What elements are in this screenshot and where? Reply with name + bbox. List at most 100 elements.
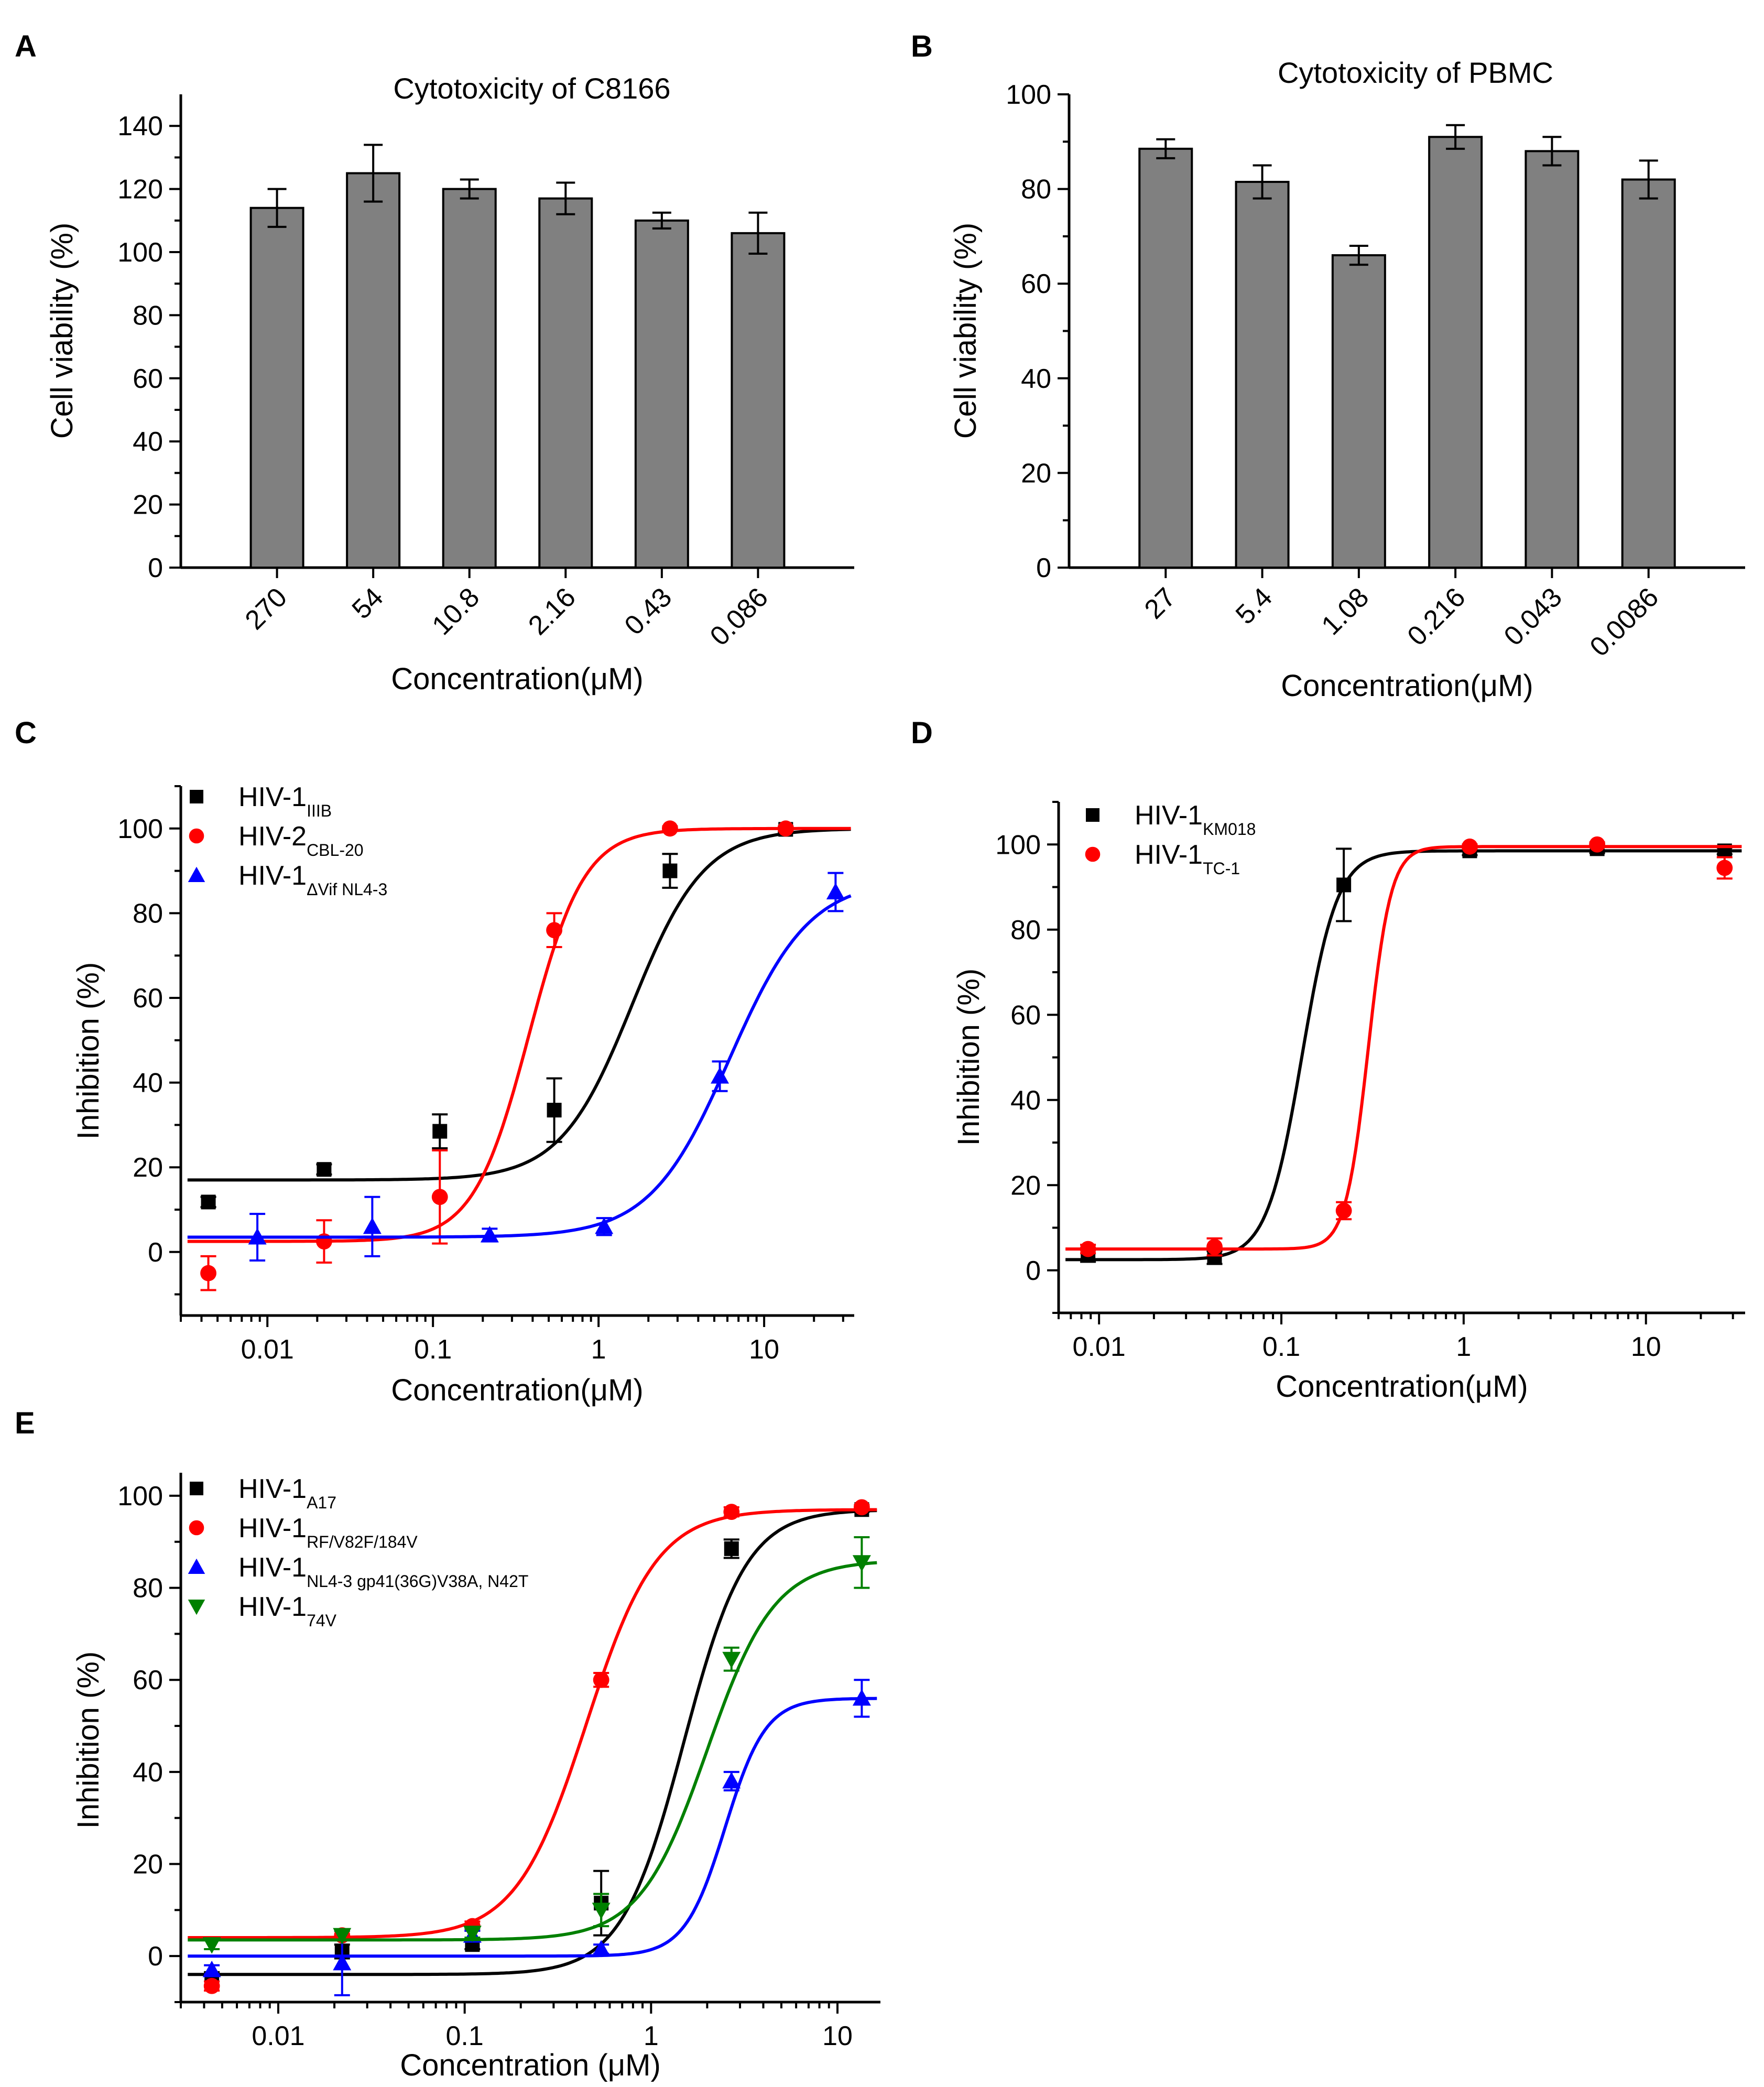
y-tick-label: 80 (1010, 915, 1041, 945)
x-tick-label: 10.8 (427, 582, 486, 641)
bar (1235, 181, 1290, 569)
data-point (432, 1124, 448, 1139)
y-tick-label: 100 (995, 830, 1041, 860)
x-tick-label: 27 (1139, 582, 1182, 625)
x-tick-label: 0.01 (1073, 1332, 1126, 1362)
panel-letter: D (911, 716, 933, 750)
fit-curve (187, 828, 851, 1182)
data-point (1206, 1238, 1223, 1255)
x-tick-label: 10 (1631, 1332, 1661, 1362)
y-tick-label: 100 (117, 237, 163, 268)
y-tick-label: 60 (1021, 269, 1051, 299)
x-axis-label: Concentration(μM) (1276, 1369, 1528, 1404)
y-tick-label: 0 (148, 1237, 163, 1268)
data-point (662, 863, 678, 878)
y-tick-label: 80 (133, 300, 163, 331)
panel-c: C 0 20 40 60 80 100 0.01 0.1 1 10 HIV-1IIIBHIV-2CBL… (15, 716, 854, 1407)
panel-d: D 0 20 40 60 80 100 0.01 0.1 1 10 HIV-1KM018HIV-1TC… (911, 716, 1745, 1404)
data-point (592, 1940, 611, 1956)
x-tick-label: 0.0086 (1584, 582, 1664, 662)
legend-marker (188, 1558, 205, 1574)
legend-marker (190, 790, 203, 803)
x-tick-label: 1 (1456, 1332, 1471, 1362)
bar (346, 172, 401, 569)
x-tick-label: 0.1 (446, 2021, 484, 2051)
y-tick-label: 0 (1026, 1256, 1041, 1286)
series-4: HIV-174V (188, 1536, 877, 1954)
x-tick-label: 0.086 (704, 582, 774, 651)
data-point (593, 1671, 609, 1688)
bar (1525, 150, 1580, 569)
legend-marker (189, 1520, 204, 1536)
data-point (722, 1771, 741, 1789)
data-point (463, 1926, 482, 1942)
bar (538, 197, 593, 569)
data-point (711, 1067, 729, 1084)
legend-label: HIV-174V (238, 1592, 337, 1630)
x-tick-label: 0.043 (1498, 582, 1568, 651)
panel-letter: C (15, 716, 37, 750)
legend-marker (188, 1600, 205, 1615)
data-point (826, 883, 845, 899)
data-point (722, 1651, 741, 1669)
y-tick-label: 0 (1036, 553, 1051, 583)
legend-label: HIV-1IIIB (238, 782, 332, 820)
data-point (248, 1228, 267, 1245)
x-tick-label: 1 (644, 2021, 659, 2051)
series-2: HIV-2CBL-20 (187, 820, 851, 1291)
y-axis-label: Cell viability (%) (949, 223, 983, 439)
legend-marker (189, 828, 204, 844)
x-tick-label: 0.01 (252, 2021, 304, 2051)
legend-label: HIV-1ΔVif NL4-3 (238, 861, 387, 899)
panel-letter: B (911, 29, 933, 63)
data-point (547, 1103, 562, 1118)
legend-label: HIV-2CBL-20 (238, 821, 364, 860)
series-1: HIV-1A17 (188, 1474, 877, 1987)
data-point (777, 820, 794, 837)
x-tick-label: 10 (749, 1334, 779, 1365)
bar (634, 219, 689, 569)
fit-curve (187, 827, 851, 1243)
x-tick-label: 0.1 (1262, 1332, 1300, 1362)
x-axis-label: Concentration(μM) (1281, 669, 1533, 703)
legend-label: HIV-1KM018 (1135, 800, 1256, 839)
legend-label: HIV-1TC-1 (1135, 840, 1240, 878)
x-tick-label: 5.4 (1230, 582, 1278, 630)
x-tick-label: 0.01 (241, 1334, 294, 1365)
y-tick-label: 60 (1010, 1000, 1041, 1030)
data-point (546, 922, 562, 939)
x-axis-label: Concentration(μM) (391, 662, 643, 696)
y-tick-label: 40 (133, 1068, 163, 1099)
y-tick-label: 100 (1006, 80, 1051, 110)
bar (1331, 254, 1386, 569)
y-tick-label: 0 (148, 1941, 163, 1972)
y-tick-label: 40 (133, 427, 163, 457)
fit-curve (1065, 849, 1742, 1262)
data-point (852, 1689, 871, 1706)
legend-label: HIV-1NL4-3 gp41(36G)V38A, N42T (238, 1552, 528, 1591)
series-2: HIV-1RF/V82F/184V (188, 1499, 877, 1994)
data-point (724, 1541, 739, 1556)
y-tick-label: 60 (133, 364, 163, 394)
y-tick-label: 140 (117, 111, 163, 142)
fit-curve (188, 1697, 877, 1958)
y-tick-label: 20 (1021, 458, 1051, 488)
series-3: HIV-1ΔVif NL4-3 (187, 861, 852, 1262)
x-tick-label: 0.1 (414, 1334, 452, 1365)
y-tick-label: 20 (133, 1850, 163, 1880)
x-tick-label: 54 (346, 582, 389, 625)
panel-a: A Cytotoxicity of C8166 0 20 40 60 80 100 120 140… (15, 29, 854, 696)
y-tick-label: 40 (1021, 364, 1051, 394)
legend-label: HIV-1RF/V82F/184V (238, 1513, 418, 1551)
x-tick-label: 0.216 (1402, 582, 1472, 651)
y-tick-label: 60 (133, 983, 163, 1014)
legend-marker (1086, 808, 1099, 822)
y-tick-label: 60 (133, 1665, 163, 1695)
data-point (431, 1189, 448, 1205)
x-axis-label: Concentration (μM) (400, 2048, 661, 2082)
bar (249, 206, 304, 569)
y-tick-label: 40 (1010, 1085, 1041, 1116)
data-point (1589, 836, 1606, 853)
data-point (200, 1265, 216, 1281)
panel-letter: E (15, 1406, 35, 1440)
